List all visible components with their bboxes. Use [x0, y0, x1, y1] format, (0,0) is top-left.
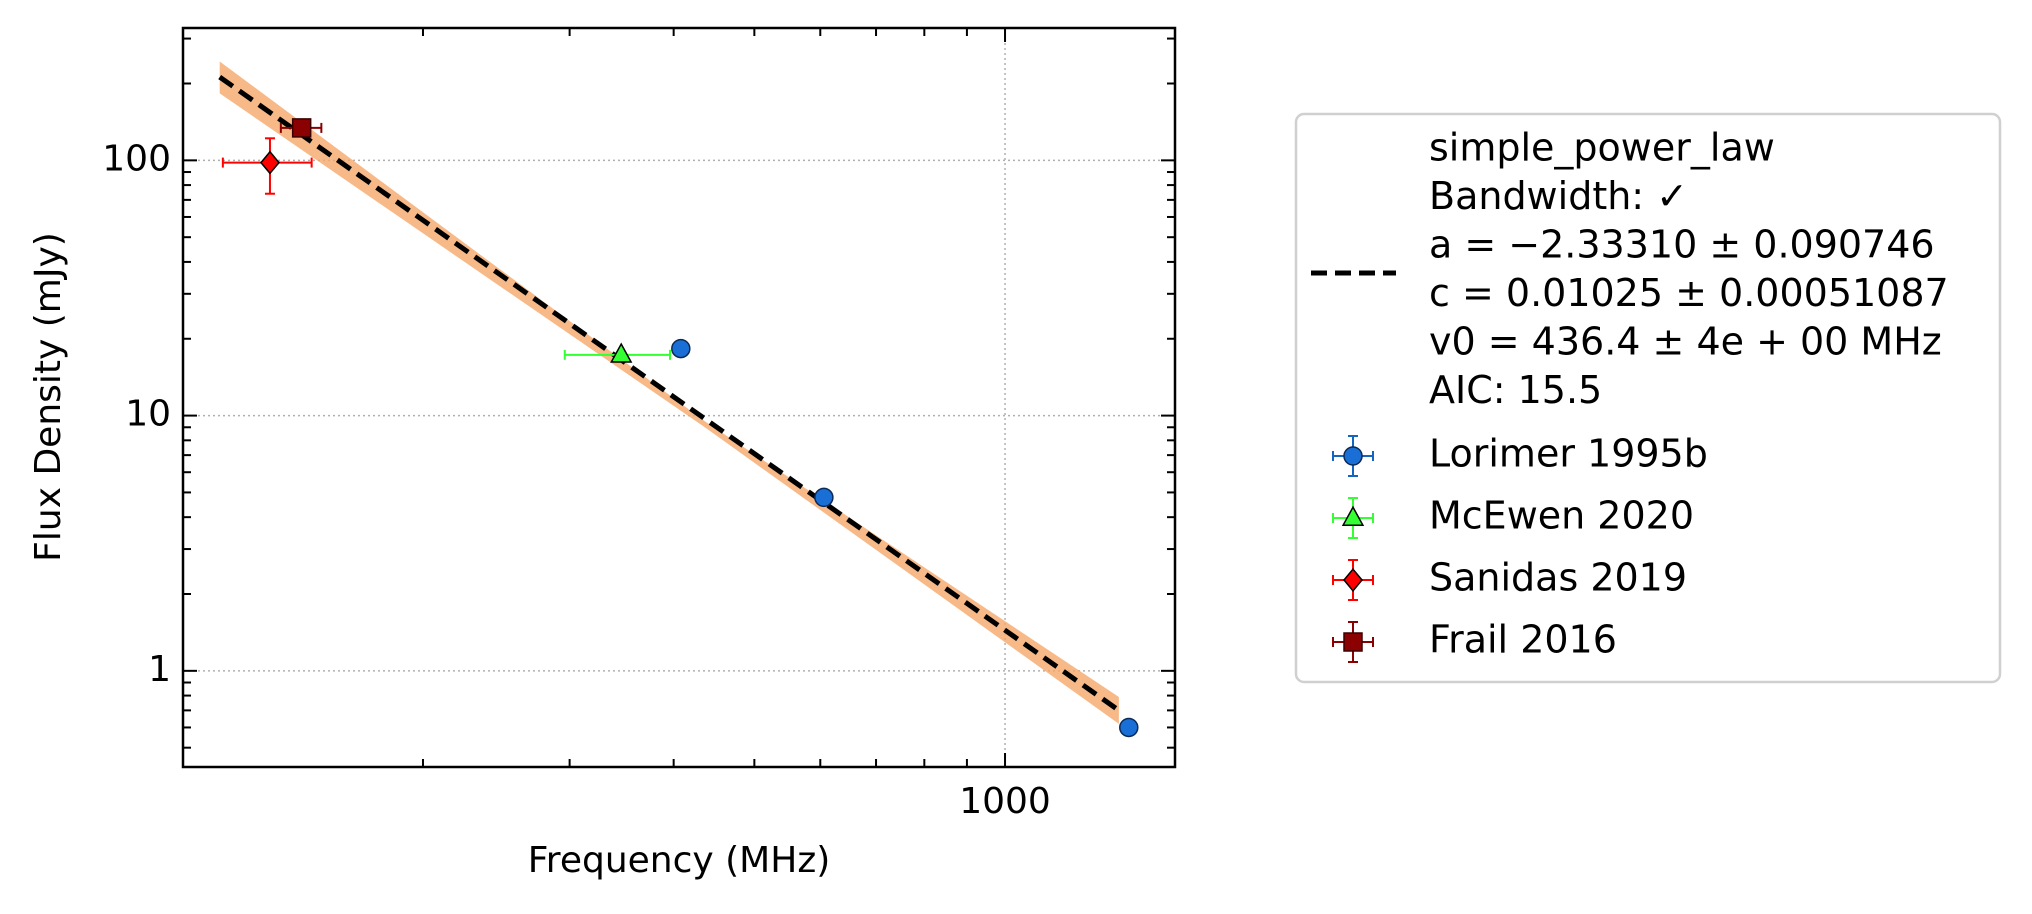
marker [814, 487, 834, 508]
legend-fit-text: AIC: 15.5 [1429, 368, 1602, 412]
marker [259, 150, 280, 175]
x-tick-label: 1000 [959, 781, 1051, 822]
legend-marker [1341, 505, 1365, 526]
fit-band [219, 61, 1119, 724]
legend-box [1294, 112, 2002, 684]
y-axis-label: Flux Density (mJy) [28, 232, 69, 562]
legend-fit-text: a = −2.33310 ± 0.090746 [1429, 223, 1935, 267]
legend-label: McEwen 2020 [1429, 494, 1694, 538]
legend-fit-text: simple_power_law [1429, 126, 1775, 170]
legend-marker [1343, 446, 1363, 466]
legend-label: Sanidas 2019 [1429, 556, 1687, 600]
y-tick-label: 1 [148, 649, 171, 690]
marker [671, 338, 691, 359]
marker [610, 342, 633, 363]
y-tick-label: 100 [102, 138, 171, 179]
legend-fit-text: v0 = 436.4 ± 4e + 00 MHz [1429, 320, 1942, 364]
legend-label: Frail 2016 [1429, 618, 1617, 662]
x-axis-label: Frequency (MHz) [528, 840, 831, 881]
legend-label: Lorimer 1995b [1429, 432, 1708, 476]
fit-line [218, 75, 1121, 713]
legend-marker [1343, 568, 1363, 592]
plot-frame [181, 26, 1177, 769]
legend-fit-text: c = 0.01025 ± 0.00051087 [1429, 271, 1949, 315]
legend-marker [1343, 632, 1363, 652]
y-tick-label: 10 [125, 394, 171, 435]
marker [291, 118, 312, 138]
marker [1119, 717, 1139, 738]
legend-fit-text: Bandwidth: ✓ [1429, 174, 1688, 218]
